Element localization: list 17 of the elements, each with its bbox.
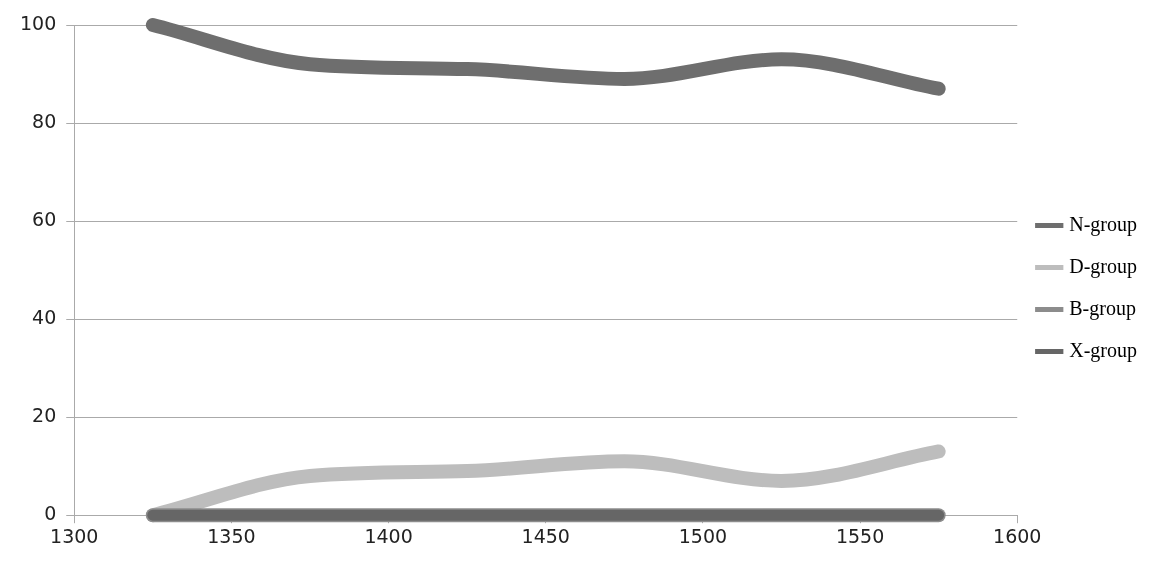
legend-label: D-group [1069, 254, 1137, 278]
y-tick-label: 0 [44, 502, 57, 525]
x-tick-label: 1300 [50, 524, 99, 547]
x-tick-label: 1400 [364, 524, 413, 547]
x-tick-label: 1450 [521, 524, 570, 547]
x-tick-label: 1500 [678, 524, 728, 547]
y-tick-label: 80 [32, 109, 57, 132]
x-tick-label: 1350 [207, 524, 256, 547]
legend-label: B-group [1069, 296, 1136, 320]
y-tick-label: 60 [32, 208, 57, 231]
x-tick-label: 1600 [993, 524, 1042, 547]
y-tick-label: 40 [32, 306, 57, 329]
x-tick-label: 1550 [835, 524, 885, 547]
y-tick-label: 100 [20, 11, 57, 34]
y-tick-label: 20 [32, 404, 57, 427]
legend-label: N-group [1069, 212, 1137, 236]
legend-label: X-group [1069, 338, 1137, 362]
